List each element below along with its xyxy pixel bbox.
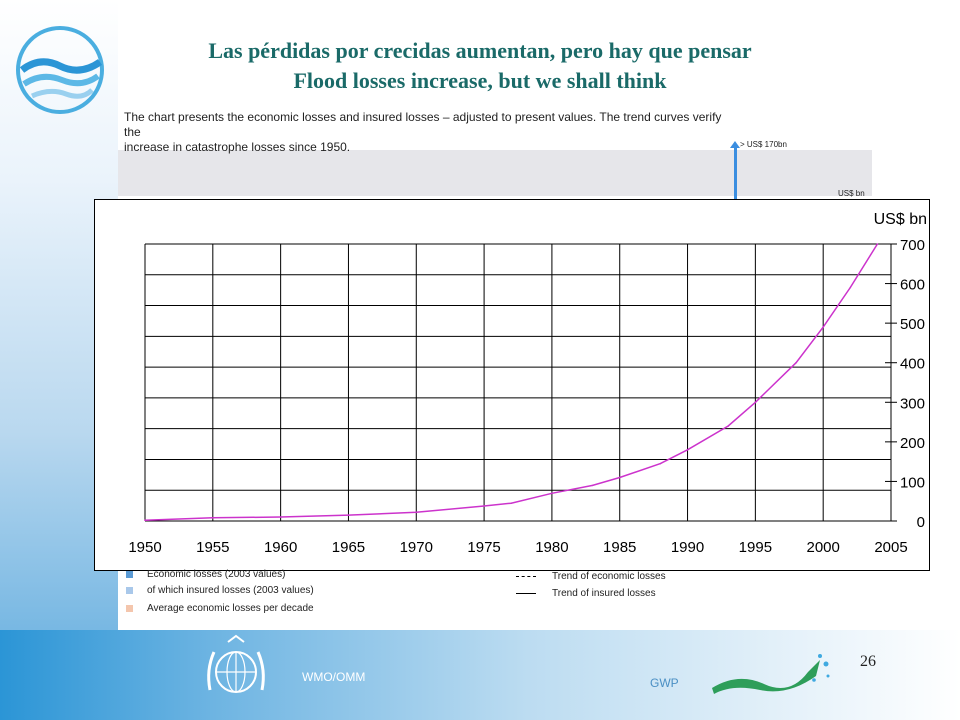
chart-frame: 0 100 200 300 400 500 600 700 1950 1955 1960 1965 19… bbox=[94, 199, 930, 571]
trend-point-1983 bbox=[591, 484, 594, 487]
x-tick-label-1975: 1975 bbox=[467, 539, 500, 556]
unit-label-top: US$ bn bbox=[838, 189, 865, 198]
title-english: Flood losses increase, but we shall thin… bbox=[293, 68, 667, 93]
figure-description: The chart presents the economic losses a… bbox=[124, 110, 724, 155]
x-tick-label-1965: 1965 bbox=[332, 539, 365, 556]
legend-dashed-line bbox=[516, 575, 536, 577]
wmo-label: WMO/OMM bbox=[302, 670, 366, 684]
legend-label-trend-insured: Trend of insured losses bbox=[552, 588, 656, 599]
trend-point-1985 bbox=[618, 476, 621, 479]
gwp-wave-logo-icon bbox=[712, 654, 830, 694]
trend-point-1980 bbox=[551, 492, 553, 495]
trend-point-1955 bbox=[212, 517, 214, 519]
legend-average-losses: Average economic losses per decade bbox=[126, 602, 314, 616]
x-tick-label-2000: 2000 bbox=[806, 539, 839, 556]
trend-point-1975 bbox=[483, 505, 485, 507]
water-logo-icon bbox=[16, 26, 104, 114]
trend-point-1977 bbox=[510, 502, 513, 504]
trend-point-1990 bbox=[686, 448, 689, 451]
trend-point-1960 bbox=[279, 516, 282, 518]
y-tick-label-600: 600 bbox=[900, 277, 925, 294]
legend-swatch-average bbox=[126, 604, 133, 612]
y-tick-label-100: 100 bbox=[900, 474, 925, 491]
trend-point-1995 bbox=[754, 401, 757, 404]
trend-point-1970 bbox=[415, 511, 418, 514]
trend-point-2002 bbox=[849, 286, 852, 289]
y-tick-label-200: 200 bbox=[900, 435, 925, 452]
y-tick-label-500: 500 bbox=[900, 316, 925, 333]
x-tick-label-1955: 1955 bbox=[196, 539, 229, 556]
legend-trend-insured: Trend of insured losses bbox=[516, 587, 656, 601]
x-tick-label-1970: 1970 bbox=[400, 539, 433, 556]
up-arrow-icon bbox=[730, 141, 740, 202]
x-tick-label-2005: 2005 bbox=[874, 539, 907, 556]
scan-shadow-band bbox=[118, 150, 872, 196]
gwp-label: GWP bbox=[650, 676, 679, 690]
legend-insured-losses: of which insured losses (2003 values) bbox=[126, 584, 314, 598]
legend-swatch-economic bbox=[126, 570, 133, 578]
x-tick-label-1995: 1995 bbox=[739, 539, 772, 556]
wmo-emblem-icon bbox=[207, 634, 265, 693]
description-line-2: increase in catastrophe losses since 195… bbox=[124, 140, 351, 154]
trend-curve-line bbox=[144, 243, 879, 521]
pointer-label: > US$ 170bn bbox=[740, 140, 787, 149]
trend-point-2000 bbox=[822, 326, 824, 328]
legend-economic-losses: Economic losses (2003 values) bbox=[126, 568, 285, 582]
page-number: 26 bbox=[860, 653, 876, 670]
legend-label-trend-economic: Trend of economic losses bbox=[552, 571, 666, 582]
x-tick-label-1985: 1985 bbox=[603, 539, 636, 556]
bottom-gradient-band bbox=[0, 630, 960, 720]
trend-point-1965 bbox=[347, 514, 350, 516]
legend-label-economic: Economic losses (2003 values) bbox=[147, 569, 286, 580]
chart-legend: Economic losses (2003 values) of which i… bbox=[118, 568, 872, 628]
x-tick-label-1950: 1950 bbox=[128, 539, 161, 556]
x-tick-label-1980: 1980 bbox=[535, 539, 568, 556]
trend-point-2004 bbox=[876, 243, 879, 245]
title-spanish: Las pérdidas por crecidas aumentan, pero… bbox=[208, 38, 752, 63]
trend-point-1988 bbox=[659, 462, 662, 465]
legend-trend-economic: Trend of economic losses bbox=[516, 570, 666, 584]
loss-trend-chart: 0 100 200 300 400 500 600 700 1950 1955 1960 1965 19… bbox=[128, 211, 927, 556]
x-tick-label-1990: 1990 bbox=[671, 539, 704, 556]
y-tick-label-300: 300 bbox=[900, 395, 925, 412]
trend-point-1998 bbox=[795, 361, 797, 364]
y-tick-label-0: 0 bbox=[917, 514, 925, 531]
trend-point-1993 bbox=[727, 425, 730, 427]
legend-swatch-insured bbox=[126, 586, 133, 594]
y-tick-label-700: 700 bbox=[900, 237, 925, 254]
x-tick-label-1960: 1960 bbox=[264, 539, 297, 556]
slide-title: Las pérdidas por crecidas aumentan, pero… bbox=[120, 36, 840, 96]
trend-point-1950 bbox=[144, 519, 146, 522]
y-tick-label-400: 400 bbox=[900, 356, 925, 373]
legend-solid-line bbox=[516, 592, 536, 594]
description-line-1: The chart presents the economic losses a… bbox=[124, 110, 722, 139]
legend-label-average: Average economic losses per decade bbox=[147, 603, 314, 614]
y-axis-unit-label: US$ bn bbox=[874, 211, 927, 228]
legend-label-insured: of which insured losses (2003 values) bbox=[147, 585, 314, 596]
